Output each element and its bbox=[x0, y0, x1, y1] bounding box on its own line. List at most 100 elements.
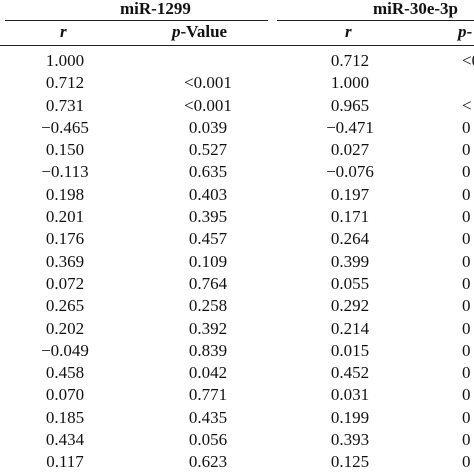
table-cell-p1: 0.527 bbox=[188, 140, 228, 160]
table-cell-r1: 0.185 bbox=[45, 407, 85, 427]
table-cell-p1: <0.001 bbox=[184, 95, 232, 115]
table-row: 1.000 0.712 <0 bbox=[0, 50, 474, 72]
table-cell-r2: 0.171 bbox=[330, 207, 370, 227]
table-cell-r1: 0.202 bbox=[45, 318, 85, 338]
table-cell-r2: 0.399 bbox=[330, 251, 370, 271]
table-cell-r1: 0.265 bbox=[45, 296, 85, 316]
table-row: −0.049 0.839 0.015 0 bbox=[0, 340, 474, 362]
table-cell-r2: 0.712 bbox=[330, 51, 370, 70]
table-cell-r2: 0.015 bbox=[330, 340, 370, 360]
table-row: 0.369 0.109 0.399 0 bbox=[0, 251, 474, 273]
table-cell-r2: 0.125 bbox=[330, 452, 370, 472]
table-row: 0.150 0.527 0.027 0 bbox=[0, 139, 474, 161]
table-row: 0.185 0.435 0.199 0 bbox=[0, 407, 474, 429]
table-row: 0.201 0.395 0.171 0 bbox=[0, 206, 474, 228]
table-cell-p2: 0 bbox=[462, 207, 471, 227]
table-cell-r1: 0.201 bbox=[45, 207, 85, 227]
table-cell-r1: 0.176 bbox=[45, 229, 85, 249]
table-cell-p1: 0.771 bbox=[188, 385, 228, 405]
column-header-r-2: r bbox=[345, 22, 352, 41]
table-cell-p2: 0 bbox=[462, 318, 471, 338]
group-header-mir-1299: miR-1299 bbox=[120, 0, 191, 18]
table-row: 0.731 <0.001 0.965 < bbox=[0, 95, 474, 117]
table-cell-r1: 0.731 bbox=[45, 95, 85, 115]
table-row: 0.176 0.457 0.264 0 bbox=[0, 228, 474, 250]
table-cell-p1: 0.435 bbox=[188, 407, 228, 427]
table-cell-r1: 0.072 bbox=[45, 273, 85, 293]
column-header-r-1: r bbox=[60, 22, 67, 41]
table-cell-p1: 0.392 bbox=[188, 318, 228, 338]
table-row: 0.070 0.771 0.031 0 bbox=[0, 384, 474, 406]
table-cell-r1: −0.465 bbox=[41, 117, 89, 137]
table-cell-r1: 0.117 bbox=[46, 452, 84, 472]
group-header-mir-30e-3p: miR-30e-3p bbox=[373, 0, 458, 18]
table-row: 0.202 0.392 0.214 0 bbox=[0, 318, 474, 340]
table-cell-p1: 0.764 bbox=[188, 273, 228, 293]
table-cell-r2: −0.076 bbox=[326, 162, 374, 182]
table-cell-p1: 0.042 bbox=[188, 363, 228, 383]
table-row: −0.113 0.635 −0.076 0 bbox=[0, 161, 474, 183]
table-cell-p2: 0 bbox=[462, 229, 471, 249]
group-rule-mir-30e-3p bbox=[277, 20, 474, 21]
table-cell-r1: 0.070 bbox=[45, 385, 85, 405]
table-cell-r1: −0.049 bbox=[41, 340, 89, 360]
table-cell-p1: 0.109 bbox=[188, 251, 228, 271]
table-cell-r1: 0.369 bbox=[45, 251, 85, 271]
table-cell-p2: 0 bbox=[462, 251, 471, 271]
table-row: 0.265 0.258 0.292 0 bbox=[0, 295, 474, 317]
table-cell-p2: 0 bbox=[462, 162, 471, 182]
table-row: 0.712 <0.001 1.000 bbox=[0, 72, 474, 94]
table-row: 0.198 0.403 0.197 0 bbox=[0, 184, 474, 206]
table-cell-r2: 0.031 bbox=[330, 385, 370, 405]
table-cell-p2: 0 bbox=[462, 407, 471, 427]
table-cell-r2: 0.055 bbox=[330, 273, 370, 293]
table-cell-p1: 0.258 bbox=[188, 296, 228, 316]
table-cell-p1: 0.403 bbox=[188, 184, 228, 204]
table-cell-r2: 0.393 bbox=[330, 430, 370, 450]
table-cell-r2: −0.471 bbox=[326, 117, 374, 137]
table-cell-p2: 0 bbox=[462, 273, 471, 293]
table-cell-p2: 0 bbox=[462, 452, 471, 472]
table-cell-r1: 0.712 bbox=[45, 73, 85, 93]
table-cell-p2: 0 bbox=[462, 340, 471, 360]
table-cell-p2: 0 bbox=[462, 140, 471, 160]
group-rule-mir-1299 bbox=[5, 20, 268, 21]
table-cell-r2: 0.199 bbox=[330, 407, 370, 427]
table-cell-p2: 0 bbox=[462, 385, 471, 405]
table-cell-p1: 0.395 bbox=[188, 207, 228, 227]
table-cell-p2: < bbox=[462, 95, 472, 115]
table-cell-p1: 0.039 bbox=[188, 117, 228, 137]
table-cell-p1: 0.623 bbox=[188, 452, 228, 472]
table-cell-p1: <0.001 bbox=[184, 73, 232, 93]
table-cell-r2: 0.965 bbox=[330, 95, 370, 115]
table-row: 0.072 0.764 0.055 0 bbox=[0, 273, 474, 295]
table-cell-r2: 0.264 bbox=[330, 229, 370, 249]
column-header-p-value-2: p- bbox=[458, 22, 473, 41]
table-cell-p2: 0 bbox=[462, 117, 471, 137]
table-row: 0.117 0.623 0.125 0 bbox=[0, 451, 474, 473]
header-bottom-rule bbox=[0, 45, 474, 46]
table-row: 0.458 0.042 0.452 0 bbox=[0, 362, 474, 384]
table-cell-p2: 0 bbox=[462, 184, 471, 204]
table-cell-r2: 0.027 bbox=[330, 140, 370, 160]
table-cell-p2: 0 bbox=[462, 430, 471, 450]
table-cell-r2: 1.000 bbox=[330, 73, 370, 93]
table-cell-r1: 0.198 bbox=[45, 184, 85, 204]
table-cell-r1: 0.434 bbox=[45, 430, 85, 450]
table-cell-p1: 0.056 bbox=[188, 430, 228, 450]
table-cell-r1: 0.458 bbox=[45, 363, 85, 383]
table-cell-r2: 0.292 bbox=[330, 296, 370, 316]
table-body: 1.0000.712<00.712<0.0011.0000.731<0.0010… bbox=[0, 50, 474, 474]
table-cell-r2: 0.452 bbox=[330, 363, 370, 383]
table-cell-p1: 0.457 bbox=[188, 229, 228, 249]
table-row: 0.434 0.056 0.393 0 bbox=[0, 429, 474, 451]
table-cell-r1: 0.150 bbox=[45, 140, 85, 160]
table-cell-p2: 0 bbox=[462, 296, 471, 316]
column-header-p-value-1: p-Value bbox=[172, 22, 228, 41]
table-cell-p1: 0.839 bbox=[188, 340, 228, 360]
table-cell-r1: 1.000 bbox=[45, 51, 85, 70]
table-cell-r2: 0.214 bbox=[330, 318, 370, 338]
table-cell-r1: −0.113 bbox=[41, 162, 89, 182]
table-cell-p2: 0 bbox=[462, 363, 471, 383]
